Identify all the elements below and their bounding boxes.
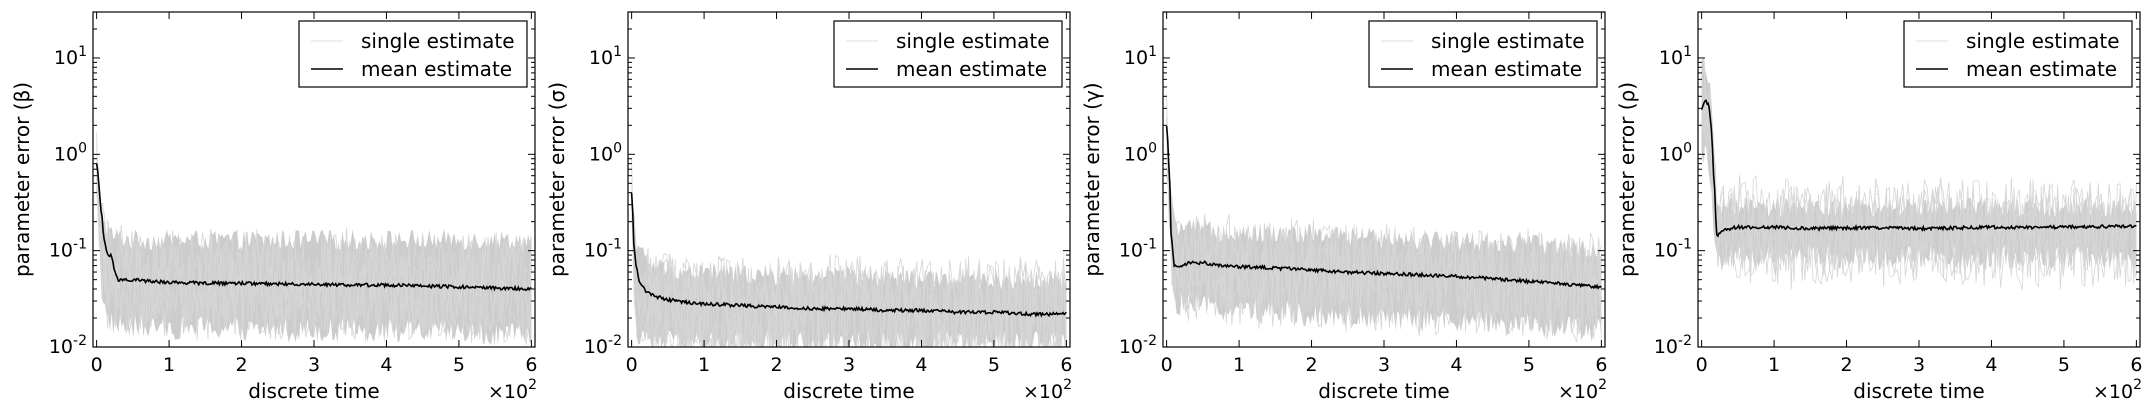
x-tick-label: 0 [1696, 354, 1708, 376]
legend-entry: single estimate [361, 29, 515, 53]
x-tick-label: 6 [1595, 354, 1607, 376]
y-tick-label: 100 [1124, 140, 1157, 165]
x-tick-label: 1 [698, 354, 710, 376]
legend: single estimate mean estimate [1903, 20, 2133, 88]
x-tick-label: 4 [1985, 354, 1997, 376]
y-tick-label: 101 [1124, 44, 1157, 69]
x-tick-label: 6 [525, 354, 537, 376]
x-tick-label: 6 [2130, 354, 2142, 376]
x-tick-label: 0 [91, 354, 103, 376]
y-tick-label: 10-2 [1119, 333, 1157, 358]
chart-panel-2: 0 1 2 3 4 5 6 10-2 10-1 100 101 discrete time ×102 pa… [545, 11, 1072, 403]
mean-estimate-line [630, 192, 1067, 318]
y-tick-label: 100 [1659, 140, 1692, 165]
legend-entry: mean estimate [1431, 57, 1582, 81]
x-tick-label: 0 [626, 354, 638, 376]
x-tick-label: 3 [308, 354, 320, 376]
x-axis-multiplier: ×102 [2093, 377, 2142, 403]
y-tick-label: 101 [54, 44, 87, 69]
x-tick-label: 4 [915, 354, 927, 376]
x-axis-multiplier: ×102 [488, 377, 537, 403]
x-tick-label: 6 [1060, 354, 1072, 376]
legend: single estimate mean estimate [833, 20, 1063, 88]
x-tick-label: 2 [1305, 354, 1317, 376]
x-tick-label: 5 [988, 354, 1000, 376]
x-tick-label: 5 [1523, 354, 1535, 376]
single-estimate-band [1701, 56, 2137, 291]
legend: single estimate mean estimate [1368, 20, 1598, 88]
y-tick-label: 10-1 [49, 237, 87, 262]
x-tick-label: 5 [453, 354, 465, 376]
x-tick-label: 3 [1913, 354, 1925, 376]
single-estimate-band [631, 157, 1067, 347]
y-tick-label: 100 [589, 140, 622, 165]
y-tick-label: 101 [1659, 44, 1692, 69]
x-axis-label: discrete time [248, 379, 379, 403]
y-tick-label: 10-2 [584, 333, 622, 358]
chart-panel-3: 0 1 2 3 4 5 6 10-2 10-1 100 101 discrete time ×102 pa… [1080, 11, 1607, 403]
mean-estimate-line [1165, 126, 1602, 290]
y-tick-label: 10-2 [1654, 333, 1692, 358]
legend: single estimate mean estimate [298, 20, 528, 88]
single-estimate-band [1166, 94, 1602, 342]
mean-estimate-line [1700, 98, 2137, 238]
x-tick-label: 3 [843, 354, 855, 376]
x-tick-label: 5 [2058, 354, 2070, 376]
chart-panel-4: 0 1 2 3 4 5 6 10-2 10-1 100 101 discrete time ×102 pa… [1615, 11, 2142, 403]
y-tick-label: 101 [589, 44, 622, 69]
y-tick-label: 10-2 [49, 333, 87, 358]
x-tick-label: 4 [1450, 354, 1462, 376]
y-axis-label: parameter error (σ) [545, 82, 569, 277]
y-axis-label: parameter error (γ) [1080, 82, 1104, 276]
legend-entry: single estimate [1966, 29, 2120, 53]
x-tick-label: 1 [163, 354, 175, 376]
x-axis-label: discrete time [1853, 379, 1984, 403]
y-axis-label: parameter error (β) [10, 82, 34, 277]
x-tick-label: 2 [1840, 354, 1852, 376]
legend-entry: mean estimate [1966, 57, 2117, 81]
x-axis-label: discrete time [783, 379, 914, 403]
legend-entry: mean estimate [361, 57, 512, 81]
x-tick-label: 2 [770, 354, 782, 376]
y-tick-label: 10-1 [1119, 237, 1157, 262]
legend-entry: mean estimate [896, 57, 1047, 81]
x-axis-multiplier: ×102 [1023, 377, 1072, 403]
x-axis-label: discrete time [1318, 379, 1449, 403]
mean-estimate-line [95, 163, 532, 292]
x-tick-label: 4 [380, 354, 392, 376]
x-tick-label: 1 [1768, 354, 1780, 376]
y-tick-label: 100 [54, 140, 87, 165]
x-tick-label: 2 [235, 354, 247, 376]
x-axis-multiplier: ×102 [1558, 377, 1607, 403]
x-tick-label: 3 [1378, 354, 1390, 376]
legend-entry: single estimate [896, 29, 1050, 53]
y-tick-label: 10-1 [584, 237, 622, 262]
x-tick-label: 1 [1233, 354, 1245, 376]
x-tick-label: 0 [1161, 354, 1173, 376]
legend-entry: single estimate [1431, 29, 1585, 53]
single-estimate-band [96, 132, 532, 346]
y-tick-label: 10-1 [1654, 237, 1692, 262]
chart-panel-1: 0 1 2 3 4 5 6 10-2 10-1 100 101 discrete time ×102 pa… [10, 11, 537, 403]
y-axis-label: parameter error (ρ) [1615, 82, 1639, 277]
